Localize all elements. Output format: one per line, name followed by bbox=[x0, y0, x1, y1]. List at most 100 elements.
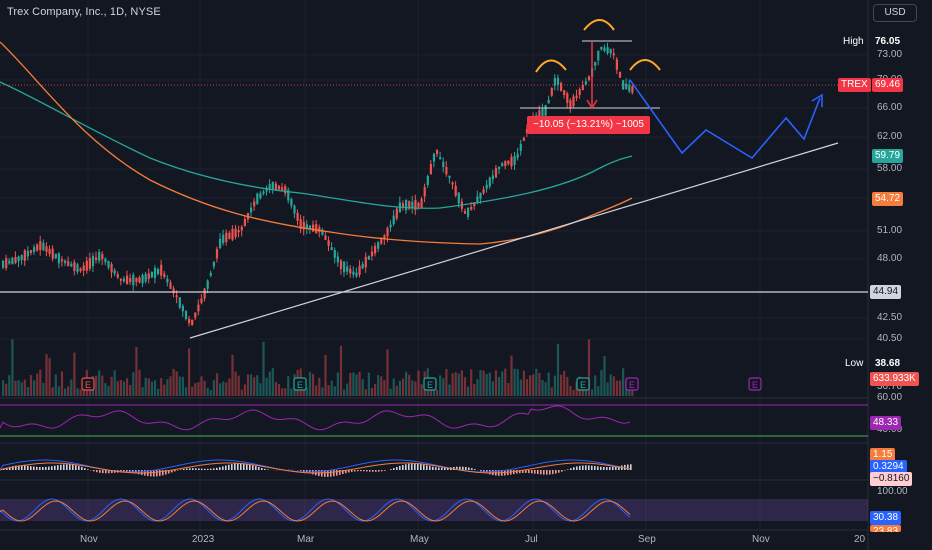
macd-histogram-bar bbox=[462, 466, 464, 470]
candle-body bbox=[85, 260, 88, 271]
low-label: Low bbox=[842, 357, 867, 371]
volume-bar bbox=[553, 375, 556, 396]
volume-bar bbox=[237, 375, 240, 396]
candle-body bbox=[88, 258, 91, 269]
volume-bar bbox=[370, 387, 374, 396]
volume-bar bbox=[259, 383, 262, 396]
macd-histogram-bar bbox=[66, 464, 68, 470]
macd-histogram-bar bbox=[15, 465, 17, 470]
volume-bar bbox=[73, 352, 76, 396]
macd-histogram-bar bbox=[345, 470, 347, 474]
price-tick-label: 66.00 bbox=[877, 102, 903, 113]
volume-bar bbox=[308, 372, 312, 396]
candle-body bbox=[188, 318, 191, 324]
earnings-marker[interactable]: E bbox=[748, 377, 762, 391]
macd-histogram-bar bbox=[618, 465, 620, 470]
candle-body bbox=[206, 280, 209, 289]
candle-body bbox=[578, 89, 581, 95]
macd-histogram-bar bbox=[300, 470, 302, 471]
volume-bar bbox=[76, 388, 79, 396]
macd-histogram-bar bbox=[360, 470, 362, 472]
macd-histogram-bar bbox=[210, 468, 212, 470]
volume-bar bbox=[550, 387, 553, 396]
candle-body bbox=[612, 53, 615, 56]
macd-histogram-bar bbox=[543, 470, 545, 475]
earnings-marker[interactable]: E bbox=[625, 377, 639, 391]
candle-body bbox=[70, 263, 73, 267]
volume-bar bbox=[138, 369, 141, 396]
candle-body bbox=[491, 175, 494, 180]
volume-bar bbox=[374, 383, 377, 396]
candle-body bbox=[383, 235, 386, 240]
candle-body bbox=[312, 224, 315, 232]
candle-body bbox=[333, 250, 336, 258]
ma-teal-line bbox=[0, 81, 633, 209]
price-tick-label: 42.50 bbox=[877, 312, 903, 323]
candle-body bbox=[178, 297, 181, 308]
candle-body bbox=[166, 278, 169, 283]
macd-histogram-bar bbox=[351, 470, 353, 472]
volume-bar bbox=[116, 381, 119, 396]
candle-body bbox=[451, 182, 454, 185]
macd-histogram-bar bbox=[150, 470, 152, 477]
volume-bar bbox=[417, 370, 420, 396]
macd-histogram-bar bbox=[630, 464, 632, 470]
candle-body bbox=[417, 202, 420, 208]
candle-body bbox=[550, 87, 553, 96]
volume-bar bbox=[48, 358, 51, 396]
volume-bar bbox=[144, 377, 147, 396]
macd-signal-line bbox=[0, 462, 631, 474]
candle-body bbox=[584, 81, 587, 85]
volume-bar bbox=[57, 386, 60, 396]
volume-bar bbox=[132, 372, 135, 396]
volume-bar bbox=[26, 387, 29, 396]
earnings-marker[interactable]: E bbox=[423, 377, 437, 391]
earnings-marker[interactable]: E bbox=[576, 377, 590, 391]
time-tick-label: Nov bbox=[80, 534, 98, 545]
macd-histogram-bar bbox=[192, 468, 194, 470]
candle-body bbox=[594, 62, 597, 66]
volume-bar bbox=[603, 355, 606, 396]
volume-bar bbox=[14, 380, 17, 396]
symbol-title[interactable]: Trex Company, Inc., 1D, NYSE bbox=[7, 6, 161, 18]
macd-histogram-bar bbox=[600, 466, 602, 470]
macd-histogram-bar bbox=[522, 470, 524, 473]
volume-bar bbox=[336, 372, 339, 396]
candle-body bbox=[277, 185, 281, 190]
volume-bar bbox=[479, 369, 482, 396]
macd-histogram-bar bbox=[516, 470, 518, 474]
trend-line bbox=[189, 142, 839, 339]
volume-bar bbox=[79, 389, 82, 396]
candle-body bbox=[445, 166, 448, 175]
macd-histogram-bar bbox=[537, 470, 539, 475]
volume-bar bbox=[439, 375, 442, 396]
candle-body bbox=[169, 282, 172, 289]
macd-histogram-bar bbox=[261, 468, 263, 470]
volume-bar bbox=[628, 388, 631, 396]
candle-body bbox=[575, 95, 578, 98]
candle-body bbox=[101, 253, 104, 260]
macd-histogram-bar bbox=[27, 465, 29, 470]
candle-body bbox=[160, 264, 163, 276]
macd-histogram-bar bbox=[243, 463, 245, 470]
volume-bar bbox=[380, 376, 383, 396]
macd-histogram-bar bbox=[93, 470, 95, 472]
earnings-marker[interactable]: E bbox=[81, 377, 95, 391]
macd-histogram-bar bbox=[399, 465, 401, 470]
candle-body bbox=[420, 198, 423, 208]
low-value: 38.68 bbox=[872, 357, 904, 371]
currency-button[interactable]: USD bbox=[873, 4, 917, 22]
volume-bar bbox=[228, 378, 231, 396]
macd-histogram-bar bbox=[471, 468, 473, 470]
earnings-marker-label: E bbox=[580, 380, 586, 390]
volume-bar bbox=[119, 379, 122, 396]
earnings-marker[interactable]: E bbox=[293, 377, 307, 391]
volume-bar bbox=[29, 375, 33, 396]
volume-bar bbox=[36, 373, 39, 396]
candle-body bbox=[2, 260, 5, 268]
macd-histogram-bar bbox=[252, 465, 254, 470]
volume-bar bbox=[225, 382, 228, 396]
candle-body bbox=[26, 250, 29, 257]
volume-bar bbox=[612, 376, 615, 396]
